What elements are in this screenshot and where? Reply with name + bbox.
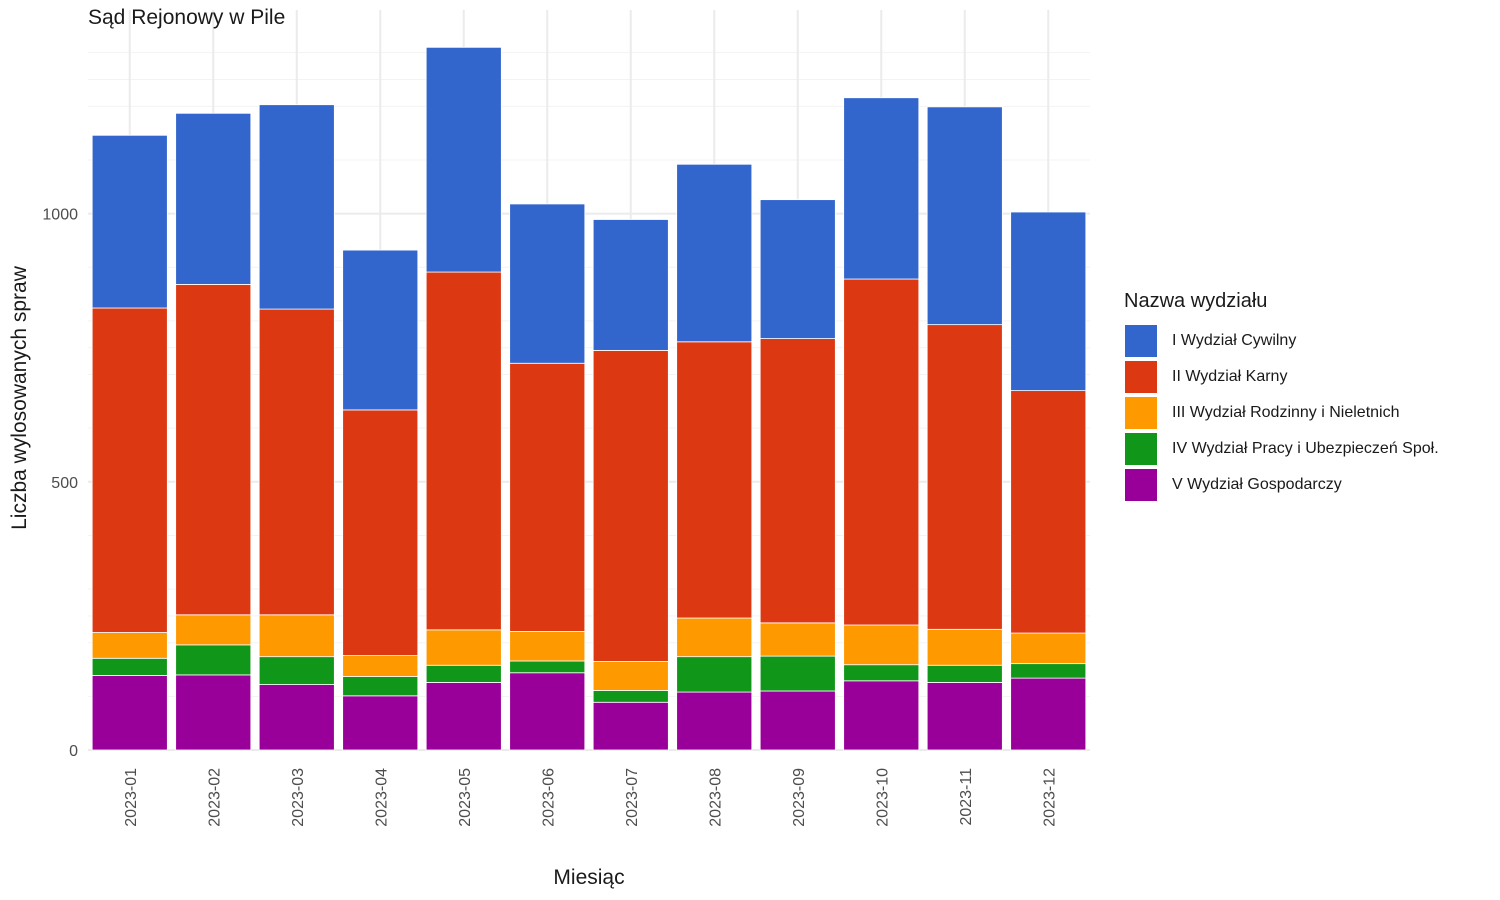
bar-segment (926, 628, 1003, 666)
bar-segment (926, 664, 1003, 683)
x-tick-label: 2023-04 (373, 768, 390, 827)
bar-segment (1010, 211, 1087, 392)
bar-segment (759, 655, 836, 692)
bar-segment (676, 163, 753, 343)
bar-segment (175, 112, 252, 285)
bar-segment (91, 657, 168, 676)
bar-segment (509, 631, 586, 662)
bar-segment (676, 656, 753, 693)
bar-segment (676, 341, 753, 619)
x-tick-label: 2023-02 (206, 768, 223, 827)
bar-segment (342, 249, 419, 411)
legend: Nazwa wydziału I Wydział Cywilny II Wydzi… (1124, 290, 1439, 503)
x-tick-label: 2023-01 (123, 768, 140, 827)
bar-segment (342, 676, 419, 697)
bar-segment (759, 690, 836, 751)
bar-segment (342, 409, 419, 656)
bar-segment (592, 349, 669, 662)
bar-segment (258, 614, 335, 658)
x-tick-label: 2023-03 (290, 768, 307, 827)
y-tick-label: 500 (51, 475, 78, 492)
bar-segment (759, 338, 836, 624)
bar-segment (175, 674, 252, 751)
x-tick-label: 2023-05 (457, 768, 474, 827)
bar-segment (1010, 663, 1087, 679)
x-tick-label: 2023-08 (707, 768, 724, 827)
x-tick-label: 2023-12 (1041, 768, 1058, 827)
bar-segment (926, 682, 1003, 751)
legend-label: III Wydział Rodzinny i Nieletnich (1172, 404, 1400, 421)
bar-segment (91, 134, 168, 309)
x-tick-label: 2023-09 (791, 768, 808, 827)
legend-swatch (1124, 468, 1158, 502)
axis-labels: 0 500 1000 2023-01 2023-02 2023-03 2023-04 2023… (42, 207, 1058, 827)
bar-segment (843, 664, 920, 682)
x-tick-label: 2023-07 (624, 768, 641, 827)
legend-swatch (1124, 324, 1158, 358)
bar-segment (175, 644, 252, 676)
x-axis-label: Miesiąc (553, 866, 625, 889)
bar-segment (926, 324, 1003, 630)
legend-items: I Wydział Cywilny II Wydział Karny III Wyd… (1124, 323, 1439, 503)
y-tick-label: 0 (69, 743, 78, 760)
bar-segment (91, 632, 168, 659)
bar-segment (175, 614, 252, 646)
bar-segment (1010, 390, 1087, 634)
bar-segment (258, 308, 335, 616)
bar-segment (509, 672, 586, 751)
bar-segment (258, 656, 335, 685)
bar-segment (425, 682, 502, 751)
bar-segment (759, 199, 836, 339)
bar-segment (509, 362, 586, 632)
bar-segment (425, 271, 502, 631)
legend-item: II Wydział Karny (1124, 359, 1439, 395)
bar-segment (592, 690, 669, 703)
legend-title: Nazwa wydziału (1124, 290, 1268, 312)
legend-label: I Wydział Cywilny (1172, 332, 1297, 349)
x-tick-label: 2023-06 (540, 768, 557, 827)
bar-segment (592, 701, 669, 751)
bars (91, 46, 1087, 751)
legend-item: I Wydział Cywilny (1124, 323, 1439, 359)
bar-segment (1010, 677, 1087, 751)
bar-segment (843, 278, 920, 626)
bar-segment (425, 629, 502, 666)
bar-segment (509, 660, 586, 674)
legend-swatch (1124, 360, 1158, 394)
bar-segment (843, 97, 920, 280)
x-tick-label: 2023-11 (958, 768, 975, 826)
chart-title: Sąd Rejonowy w Pile (88, 6, 286, 29)
bar-segment (258, 684, 335, 751)
legend-item: V Wydział Gospodarczy (1124, 467, 1439, 503)
bar-segment (175, 284, 252, 616)
bar-segment (676, 691, 753, 751)
bar-segment (425, 664, 502, 683)
legend-swatch (1124, 432, 1158, 466)
legend-swatch (1124, 396, 1158, 430)
legend-item: III Wydział Rodzinny i Nieletnich (1124, 395, 1439, 431)
y-axis-label: Liczba wylosowanych spraw (8, 266, 31, 530)
bar-segment (509, 203, 586, 364)
legend-item: IV Wydział Pracy i Ubezpieczeń Społ. (1124, 431, 1439, 467)
bar-segment (425, 46, 502, 273)
legend-label: V Wydział Gospodarczy (1172, 476, 1342, 493)
bar-segment (592, 661, 669, 691)
bar-segment (91, 307, 168, 633)
bar-segment (926, 106, 1003, 326)
bar-segment (676, 617, 753, 658)
legend-label: II Wydział Karny (1172, 368, 1288, 385)
y-tick-label: 1000 (42, 207, 78, 224)
bar-segment (342, 655, 419, 677)
legend-label: IV Wydział Pracy i Ubezpieczeń Społ. (1172, 440, 1439, 457)
bar-segment (592, 219, 669, 351)
bar-segment (1010, 632, 1087, 665)
bar-segment (843, 624, 920, 666)
bar-segment (91, 675, 168, 751)
bar-segment (258, 104, 335, 310)
bar-segment (759, 622, 836, 657)
bar-segment (843, 680, 920, 751)
x-tick-label: 2023-10 (874, 768, 891, 827)
bar-segment (342, 695, 419, 751)
